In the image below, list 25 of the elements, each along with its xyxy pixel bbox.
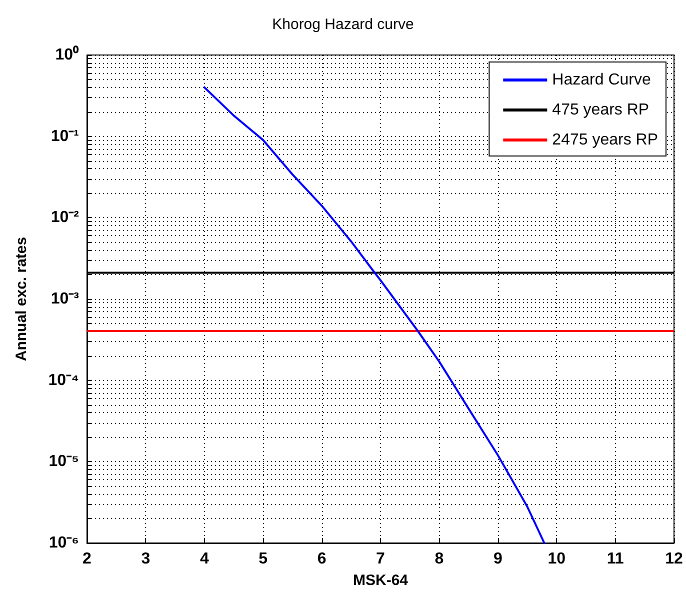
x-tick-label: 9 [493, 550, 502, 568]
y-tick-label: 10⁻⁵ [48, 453, 79, 470]
line-series [203, 86, 546, 544]
x-axis-title: MSK-64 [352, 572, 409, 589]
x-tick-label: 11 [606, 550, 624, 568]
x-tick-label: 8 [434, 550, 444, 568]
x-tick-label: 7 [376, 550, 386, 568]
y-tick-label: 10⁰ [55, 46, 79, 64]
x-tick-label: 5 [258, 550, 268, 568]
x-tick-label: 4 [200, 550, 209, 568]
x-tick-label: 2 [82, 550, 92, 568]
legend-label: 475 years RP [552, 102, 650, 118]
y-tick-label: 10⁻¹ [50, 128, 79, 145]
legend-label: 2475 years RP [552, 132, 658, 148]
legend-label: Hazard Curve [552, 72, 651, 88]
chart-title: Khorog Hazard curve [272, 16, 414, 33]
x-tick-label: 3 [141, 550, 150, 568]
x-tick-label: 6 [317, 550, 326, 568]
x-tick-label: 10 [548, 550, 566, 568]
y-tick-label: 10⁻² [50, 209, 79, 226]
y-tick-label: 10⁻⁴ [48, 372, 80, 389]
x-tick-label: 12 [665, 550, 683, 568]
y-tick-label: 10⁻⁶ [48, 534, 79, 552]
y-axis-title: Annual exc. rates [13, 236, 30, 362]
y-tick-label: 10⁻³ [50, 290, 79, 308]
